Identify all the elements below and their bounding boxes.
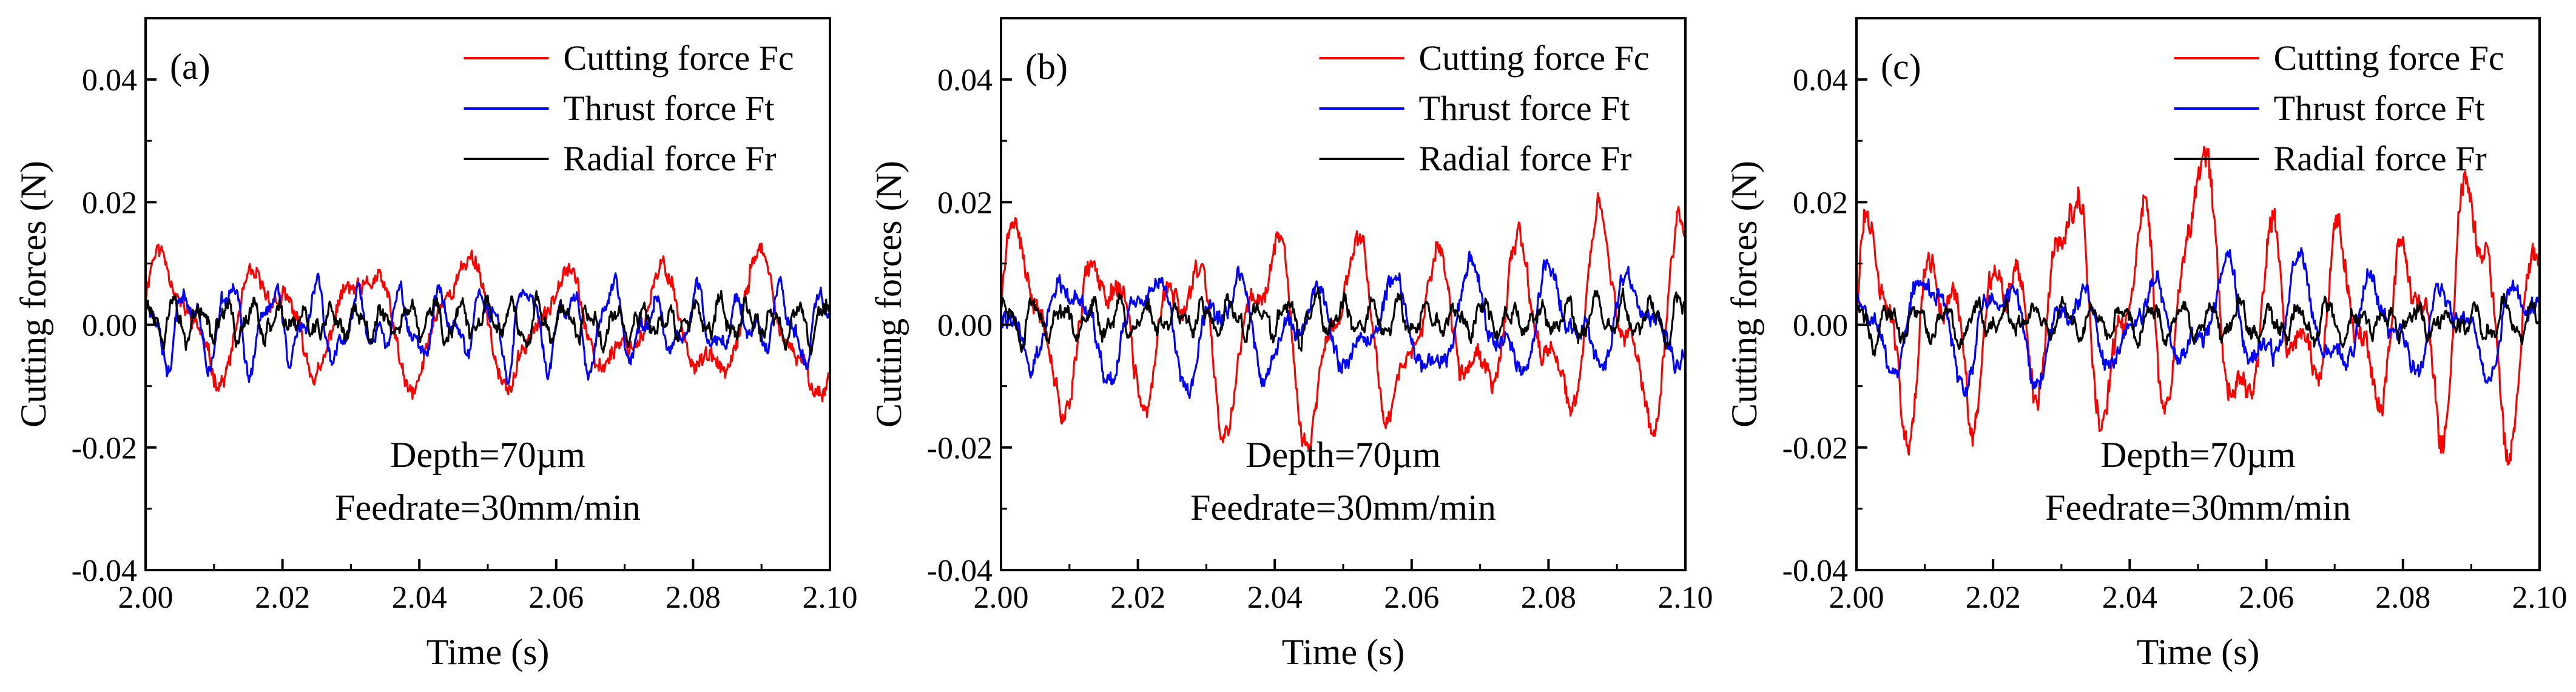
x-tick-label: 2.10 xyxy=(2512,580,2568,615)
panel-label: (b) xyxy=(1025,47,1068,87)
series-line-2 xyxy=(1856,247,2540,397)
x-axis-title: Time (s) xyxy=(1282,632,1405,672)
x-tick-label: 2.10 xyxy=(803,580,858,615)
legend-label-1: Cutting force Fc xyxy=(564,38,794,78)
legend-label-3: Radial force Fr xyxy=(1419,139,1632,178)
x-tick-label: 2.08 xyxy=(2375,580,2430,615)
series-lines xyxy=(146,242,830,403)
x-tick-label: 2.10 xyxy=(1658,580,1713,615)
legend: Cutting force Fc Thrust force Ft Radial fo… xyxy=(1319,38,1650,178)
y-tick-label: 0.00 xyxy=(937,309,993,343)
annotation-1: Depth=70µm xyxy=(1246,435,1441,475)
y-tick-label: 0.04 xyxy=(1793,63,1848,98)
y-axis-title: Cutting forces (N) xyxy=(13,161,53,428)
y-tick-label: 0.00 xyxy=(82,309,137,343)
series-lines xyxy=(1856,146,2540,466)
y-axis-title: Cutting forces (N) xyxy=(1724,161,1764,428)
chart-panel-3: 2.00 2.02 2.04 2.06 2.08 2.10 -0.04 -0.02 0.00 0.… xyxy=(1724,17,2568,672)
x-axis-title: Time (s) xyxy=(427,632,550,672)
y-axis-title: Cutting forces (N) xyxy=(869,161,909,428)
legend-label-1: Cutting force Fc xyxy=(2274,38,2504,78)
x-tick-label: 2.00 xyxy=(118,580,174,615)
series-line-2 xyxy=(1001,250,1685,399)
y-tick-label: 0.00 xyxy=(1793,309,1848,343)
series-line-1 xyxy=(1001,192,1685,451)
legend-label-2: Thrust force Ft xyxy=(2274,89,2485,128)
annotation-2: Feedrate=30mm/min xyxy=(1190,488,1496,528)
legend-label-3: Radial force Fr xyxy=(2274,139,2487,178)
x-tick-label: 2.04 xyxy=(1247,580,1303,615)
y-tick-label: 0.02 xyxy=(937,186,993,220)
x-tick-label: 2.00 xyxy=(1829,580,1884,615)
series-line-3 xyxy=(1856,292,2540,357)
annotation-2: Feedrate=30mm/min xyxy=(335,488,641,528)
panel-label: (c) xyxy=(1881,47,1921,87)
x-tick-label: 2.06 xyxy=(2239,580,2294,615)
y-tick-label: 0.04 xyxy=(937,63,993,98)
y-tick-label: -0.02 xyxy=(72,431,137,466)
panel-label: (a) xyxy=(170,47,211,87)
chart-panel-2: 2.00 2.02 2.04 2.06 2.08 2.10 -0.04 -0.02 0.00 0.… xyxy=(869,17,1713,672)
y-tick-label: -0.04 xyxy=(927,554,993,588)
legend-label-1: Cutting force Fc xyxy=(1419,38,1650,78)
legend: Cutting force Fc Thrust force Ft Radial fo… xyxy=(2174,38,2504,178)
legend-label-2: Thrust force Ft xyxy=(564,89,775,128)
chart-panel-1: 2.00 2.02 2.04 2.06 2.08 2.10 -0.04 -0.02 0.00 0.… xyxy=(13,17,858,672)
legend: Cutting force Fc Thrust force Ft Radial fo… xyxy=(464,38,794,178)
y-tick-label: 0.02 xyxy=(1793,186,1848,220)
y-tick-label: 0.04 xyxy=(82,63,137,98)
x-tick-label: 2.06 xyxy=(1384,580,1439,615)
series-line-3 xyxy=(1001,287,1685,354)
annotation-1: Depth=70µm xyxy=(390,435,585,475)
series-line-1 xyxy=(146,242,830,403)
y-tick-label: -0.02 xyxy=(927,431,993,466)
y-tick-label: -0.02 xyxy=(1782,431,1848,466)
x-tick-label: 2.08 xyxy=(1521,580,1576,615)
series-line-3 xyxy=(146,290,830,356)
x-tick-label: 2.08 xyxy=(666,580,721,615)
x-tick-label: 2.00 xyxy=(974,580,1029,615)
y-tick-label: 0.02 xyxy=(82,186,137,220)
x-tick-label: 2.02 xyxy=(255,580,310,615)
y-tick-label: -0.04 xyxy=(1782,554,1848,588)
legend-label-3: Radial force Fr xyxy=(564,139,777,178)
series-lines xyxy=(1001,192,1685,451)
x-tick-label: 2.04 xyxy=(392,580,447,615)
x-tick-label: 2.06 xyxy=(528,580,584,615)
x-tick-label: 2.02 xyxy=(1966,580,2021,615)
series-line-1 xyxy=(1856,146,2540,466)
annotation-1: Depth=70µm xyxy=(2100,435,2296,475)
x-axis-title: Time (s) xyxy=(2137,632,2260,672)
y-tick-label: -0.04 xyxy=(72,554,137,588)
x-tick-label: 2.04 xyxy=(2102,580,2157,615)
annotation-2: Feedrate=30mm/min xyxy=(2045,488,2351,528)
legend-label-2: Thrust force Ft xyxy=(1419,89,1630,128)
x-tick-label: 2.02 xyxy=(1110,580,1165,615)
